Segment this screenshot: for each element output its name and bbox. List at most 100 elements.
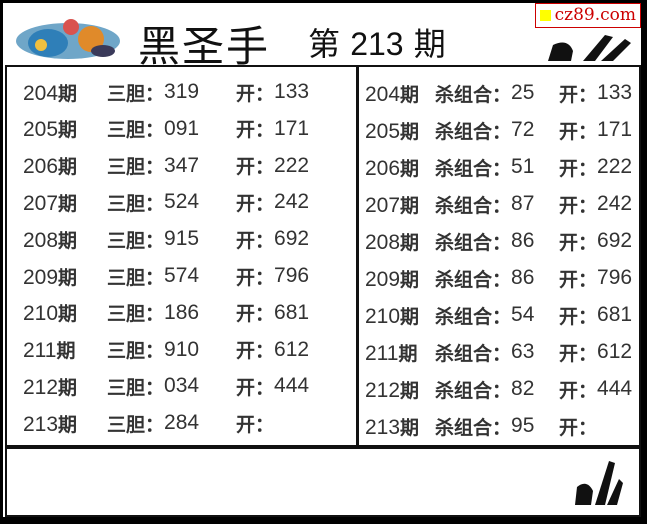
value-label: 杀组合： [435,120,512,143]
period-number: 212 [23,375,59,399]
period-suffix: 期 [400,194,420,217]
table-row: 206期 杀组合： 51 开： 222 [359,150,632,184]
period-number: 207 [23,191,59,215]
period-suffix: 期 [400,157,420,180]
value-label: 三胆： [107,192,165,215]
period-suffix: 期 [400,305,420,328]
open-label: 开： [559,305,598,328]
table-row: 210期 杀组合： 54 开： 681 [359,298,632,332]
prediction-value: 091 [164,116,200,140]
prediction-value: 574 [164,264,200,287]
value-label: 杀组合： [435,416,512,439]
open-label: 开： [559,83,598,106]
logo-icon [16,19,120,59]
period: 206期 [7,152,107,179]
left-panel-sandan: 204期 三胆： 319 开： 133 205期 三胆： 091 开： 171 206期 三胆： 347… [5,65,358,447]
value-label: 三胆： [107,376,165,399]
prediction-value: 86 [511,229,535,252]
period-suffix: 期 [400,83,420,106]
period-number: 211 [23,339,57,363]
open-label: 开： [236,376,275,399]
open-label: 开： [236,156,275,179]
open-label: 开： [559,342,598,365]
prediction-value: 82 [511,377,535,400]
period: 213期 [359,413,435,440]
period: 205期 [359,117,435,144]
period-number: 206 [23,155,59,179]
value-label: 三胆： [107,413,165,436]
prediction-value: 72 [511,118,535,141]
prediction-value: 51 [511,155,535,178]
ok-hand-icon [575,461,623,505]
period-suffix: 期 [58,156,78,179]
open-label: 开： [559,416,598,439]
prediction-value: 87 [511,192,535,215]
open-label: 开： [559,120,598,143]
open-label: 开： [236,413,275,436]
period: 204期 [7,79,107,106]
table-row: 204期 三胆： 319 开： 133 [7,75,309,109]
open-value: 681 [597,303,633,326]
open-label: 开： [236,82,275,105]
watermark: cz89.com [534,3,641,28]
period: 210期 [359,302,435,329]
value-label: 杀组合： [435,379,512,402]
table-row: 211期 杀组合： 63 开： 612 [359,335,632,369]
ok-hand-icon [548,35,631,61]
open-label: 开： [559,157,598,180]
period: 211期 [359,339,435,366]
open-label: 开： [236,229,275,252]
table-row: 212期 三胆： 034 开： 444 [7,369,309,403]
table-row: 208期 杀组合： 86 开： 692 [359,224,632,258]
period: 212期 [7,373,107,400]
table-row: 205期 三胆： 091 开： 171 [7,112,309,146]
value-label: 三胆： [107,266,165,289]
prediction-value: 25 [511,81,535,104]
page-title: 黑圣手 [138,22,271,71]
period-number: 205 [23,118,59,142]
period-suffix: 期 [58,82,78,105]
period-number: 213 [365,415,401,439]
table-row: 206期 三胆： 347 开： 222 [7,149,309,183]
open-label: 开： [236,192,275,215]
open-value: 444 [597,377,633,400]
period-suffix: 期 [56,340,76,363]
prediction-value: 284 [164,411,200,435]
open-label: 开： [559,379,598,402]
open-value: 612 [597,340,633,363]
open-value: 796 [597,266,633,289]
value-label: 三胆： [107,340,165,363]
period-suffix: 期 [400,268,420,291]
issue-prefix: 第 [308,25,341,63]
period-number: 213 [23,412,59,436]
open-value: 444 [274,374,310,398]
header: 黑圣手 第 213 期 cz89.com [3,3,641,71]
period-number: 209 [23,265,59,289]
poster: 黑圣手 第 213 期 cz89.com 204期 三胆： 319 开： 133 205期… [3,3,641,517]
table-row: 211期 三胆： 910 开： 612 [7,333,309,367]
period-suffix: 期 [400,379,420,402]
period-number: 205 [365,119,401,143]
period: 204期 [359,80,435,107]
open-value: 796 [274,264,310,287]
open-value: 681 [274,300,310,324]
value-label: 杀组合： [435,305,512,328]
period: 208期 [359,228,435,255]
period-number: 210 [23,302,59,326]
period: 206期 [359,154,435,181]
value-label: 杀组合： [435,83,512,106]
prediction-value: 63 [511,340,535,363]
prediction-value: 86 [511,266,535,289]
period: 208期 [7,226,107,253]
value-label: 杀组合： [435,342,512,365]
issue-number: 213 [350,26,404,62]
value-label: 三胆： [107,82,165,105]
period-suffix: 期 [400,416,420,439]
period: 207期 [7,189,107,216]
prediction-value: 524 [164,190,200,214]
right-panel-kill-combo: 204期 杀组合： 25 开： 133 205期 杀组合： 72 开： 171 206期 杀组合： 51… [357,65,641,447]
period-suffix: 期 [58,266,78,289]
period-number: 204 [365,82,401,106]
table-row: 213期 杀组合： 95 开： [359,409,597,443]
prediction-value: 347 [164,153,200,177]
